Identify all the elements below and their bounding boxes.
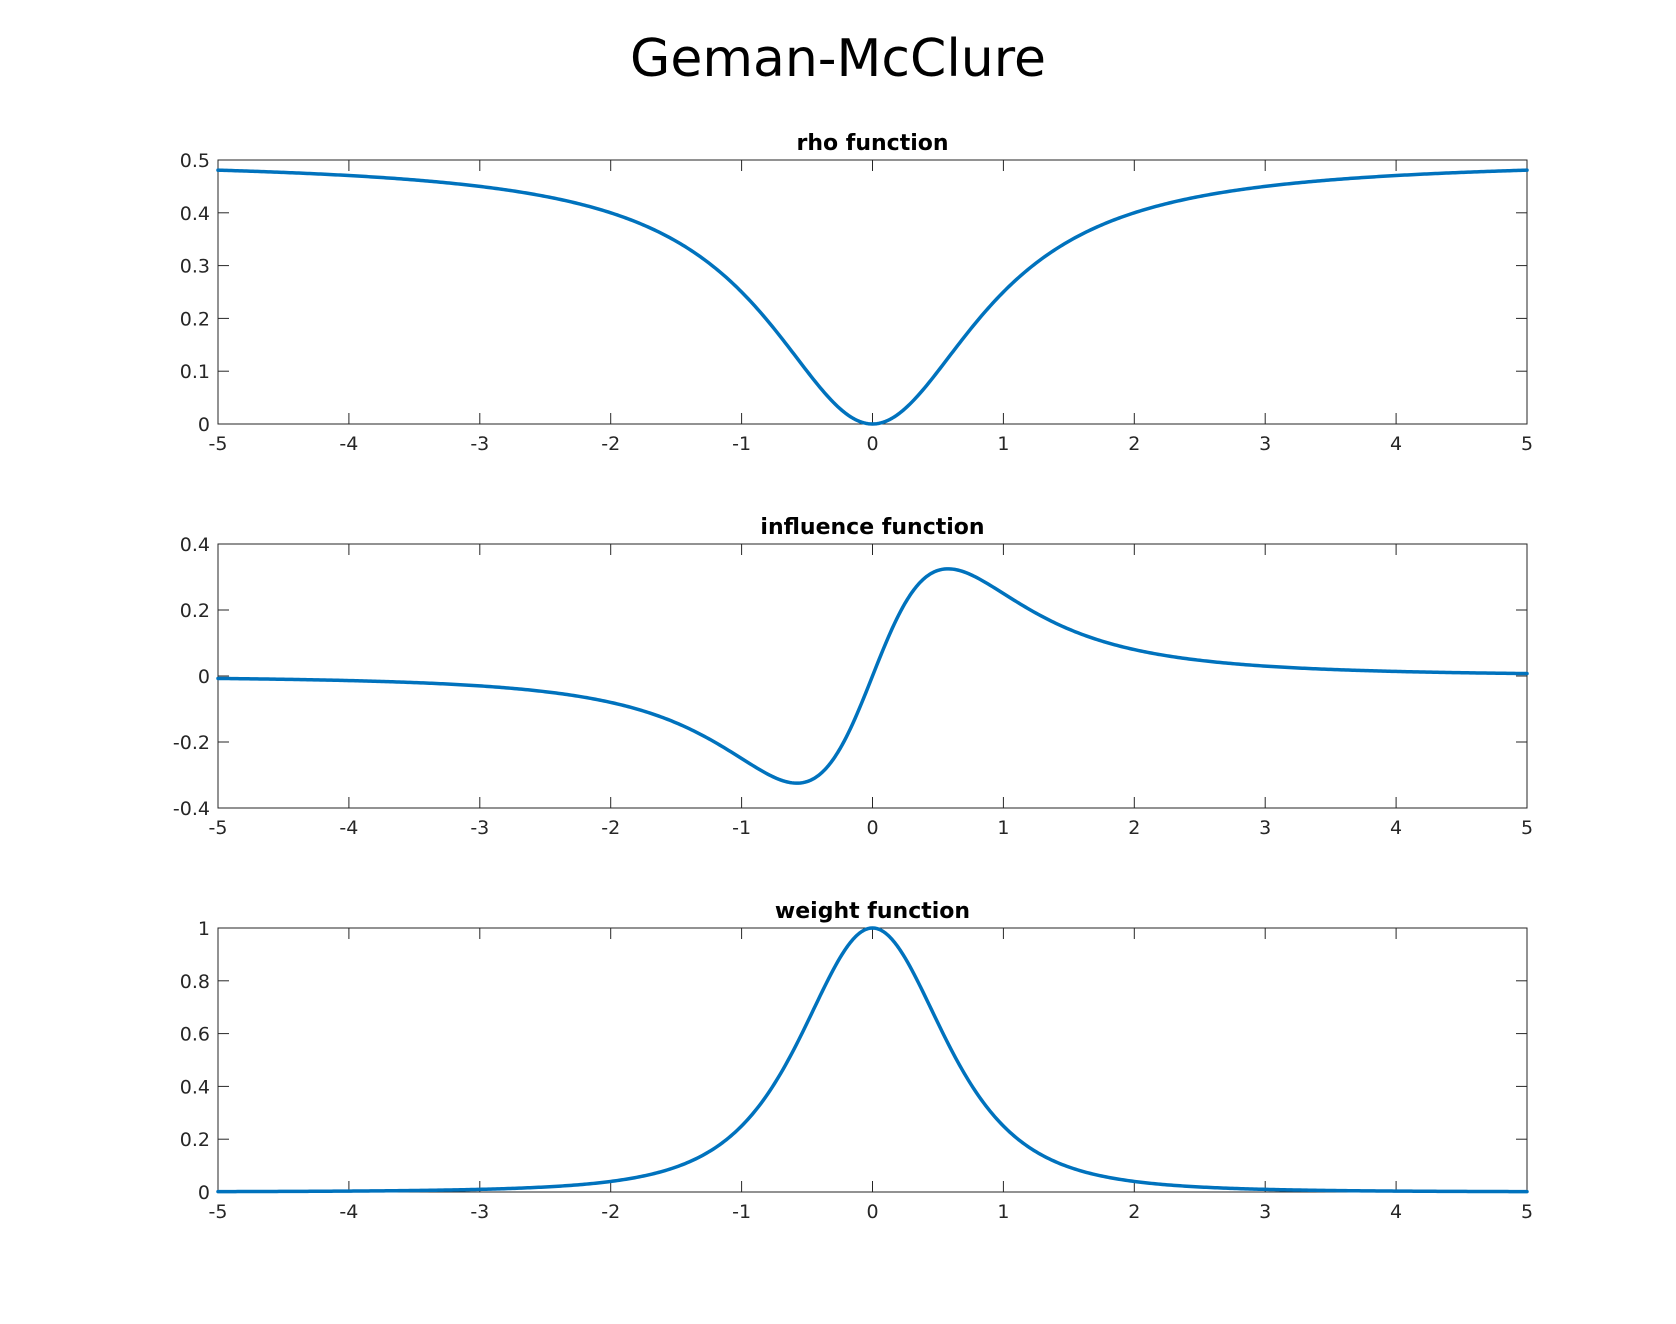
x-tick-label: 2 <box>1128 433 1140 455</box>
x-tick-label: -1 <box>732 1201 751 1223</box>
y-tick-label: 0.8 <box>180 971 210 993</box>
subplot-weight: weight function -5 -4 -3 -2 -1 0 1 2 3 4 5 0 0.2 0.4 0.… <box>180 899 1533 1223</box>
subplot-rho: rho function -5 -4 -3 -2 -1 0 1 2 3 4 5 0 0.1 0.2 0.3 0.… <box>180 131 1533 455</box>
x-tick-label: -2 <box>601 433 620 455</box>
x-tick-label: -3 <box>470 1201 489 1223</box>
x-tick-label: 4 <box>1390 817 1402 839</box>
figure-title: Geman-McClure <box>630 29 1046 89</box>
y-tick-label: 0.5 <box>180 150 210 172</box>
y-tick-label: 0 <box>198 666 210 688</box>
subplot-title: rho function <box>796 131 948 156</box>
x-tick-label: 4 <box>1390 1201 1402 1223</box>
y-tick-label: -0.2 <box>173 732 210 754</box>
x-tick-label: 1 <box>997 817 1009 839</box>
y-tick-label: 0.3 <box>180 256 210 278</box>
x-tick-label: 5 <box>1521 1201 1533 1223</box>
subplots: rho function -5 -4 -3 -2 -1 0 1 2 3 4 5 0 0.1 0.2 0.3 0.… <box>173 131 1533 1223</box>
weight-curve <box>216 926 1529 1194</box>
x-tick-label: -4 <box>339 817 358 839</box>
x-tick-label: 2 <box>1128 1201 1140 1223</box>
subplot-title: influence function <box>760 515 984 540</box>
y-tick-label: 0.6 <box>180 1024 210 1046</box>
x-tick-label: 5 <box>1521 433 1533 455</box>
axes-box <box>217 159 1528 425</box>
y-tick-label: 0 <box>198 1182 210 1204</box>
x-tick-label: 2 <box>1128 817 1140 839</box>
x-tick-label: 1 <box>997 1201 1009 1223</box>
y-tick-label: 0.4 <box>180 1076 210 1098</box>
x-tick-label: -3 <box>470 433 489 455</box>
subplot-title: weight function <box>775 899 970 924</box>
y-tick-label: 1 <box>198 918 210 940</box>
x-tick-label: -3 <box>470 817 489 839</box>
y-tick-label: 0.2 <box>180 600 210 622</box>
x-tick-label: 5 <box>1521 817 1533 839</box>
x-tick-label: 3 <box>1259 433 1271 455</box>
x-tick-label: -2 <box>601 817 620 839</box>
x-tick-label: 3 <box>1259 1201 1271 1223</box>
y-tick-label: 0.1 <box>180 361 210 383</box>
x-tick-label: 0 <box>866 433 878 455</box>
y-tick-label: 0.2 <box>180 1129 210 1151</box>
x-tick-label: -5 <box>209 433 228 455</box>
rho-curve <box>216 168 1529 426</box>
y-tick-label: 0.4 <box>180 534 210 556</box>
x-tick-label: -5 <box>209 817 228 839</box>
x-tick-label: -1 <box>732 817 751 839</box>
x-tick-label: -1 <box>732 433 751 455</box>
x-tick-label: 0 <box>866 817 878 839</box>
x-tick-label: -5 <box>209 1201 228 1223</box>
y-tick-label: 0 <box>198 414 210 436</box>
x-tick-label: -4 <box>339 433 358 455</box>
x-tick-label: 1 <box>997 433 1009 455</box>
x-tick-label: 4 <box>1390 433 1402 455</box>
x-tick-label: -4 <box>339 1201 358 1223</box>
y-tick-label: 0.2 <box>180 308 210 330</box>
x-tick-label: -2 <box>601 1201 620 1223</box>
influence-curve <box>216 567 1529 785</box>
axes-box <box>217 927 1528 1193</box>
x-tick-label: 0 <box>866 1201 878 1223</box>
subplot-influence: influence function -5 -4 -3 -2 -1 0 1 2 3 4 5 -0.4 -0… <box>173 515 1533 839</box>
x-tick-label: 3 <box>1259 817 1271 839</box>
y-tick-label: 0.4 <box>180 203 210 225</box>
y-tick-label: -0.4 <box>173 798 210 820</box>
